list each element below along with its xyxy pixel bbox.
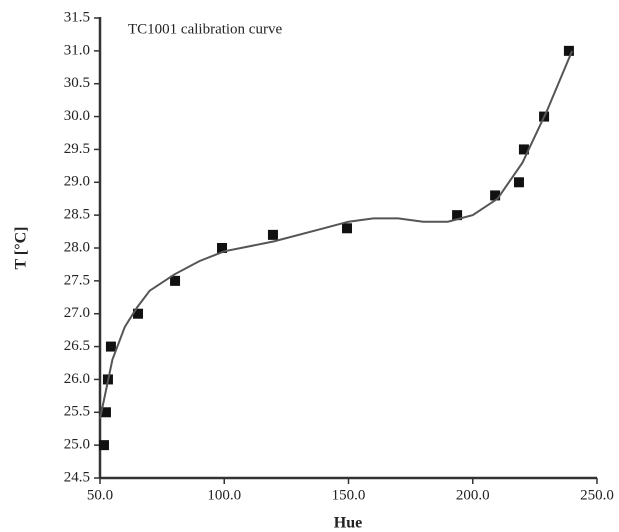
y-tick-label: 25.5 — [64, 404, 90, 420]
y-tick-label: 30.5 — [64, 75, 90, 91]
y-tick-label: 26.5 — [64, 338, 90, 354]
data-point — [217, 243, 228, 253]
y-tick-label: 24.5 — [64, 469, 90, 485]
data-point — [267, 229, 278, 240]
data-point — [133, 308, 144, 319]
data-point — [518, 144, 529, 155]
y-tick-label: 28.5 — [64, 207, 90, 223]
data-point — [170, 275, 181, 286]
y-tick-label: 29.0 — [64, 174, 90, 190]
y-tick-label: 27.5 — [64, 272, 90, 288]
y-tick-label: 26.0 — [64, 371, 90, 387]
chart-title: TC1001 calibration curve — [128, 21, 282, 37]
x-tick-label: 100.0 — [207, 487, 241, 503]
x-tick-label: 250.0 — [580, 487, 614, 503]
y-tick-label: 25.0 — [64, 437, 90, 453]
data-point — [513, 177, 524, 188]
data-point — [563, 45, 574, 56]
data-point — [490, 190, 501, 201]
data-point — [105, 341, 116, 352]
y-axis-label: T [°C] — [13, 227, 30, 270]
x-tick-label: 200.0 — [456, 487, 490, 503]
data-point — [98, 440, 109, 451]
y-tick-label: 31.0 — [64, 42, 90, 58]
x-tick-label: 150.0 — [332, 487, 366, 503]
fit-curve — [99, 50, 574, 420]
y-tick-label: 27.0 — [64, 305, 90, 321]
y-tick-label: 31.5 — [64, 9, 90, 25]
data-point — [100, 407, 111, 418]
data-point — [452, 210, 463, 221]
y-tick-label: 29.5 — [64, 141, 90, 157]
y-tick-label: 30.0 — [64, 108, 90, 124]
data-point — [342, 223, 353, 234]
x-tick-label: 50.0 — [87, 487, 113, 503]
x-axis-label: Hue — [334, 515, 362, 532]
y-tick-label: 28.0 — [64, 239, 90, 255]
